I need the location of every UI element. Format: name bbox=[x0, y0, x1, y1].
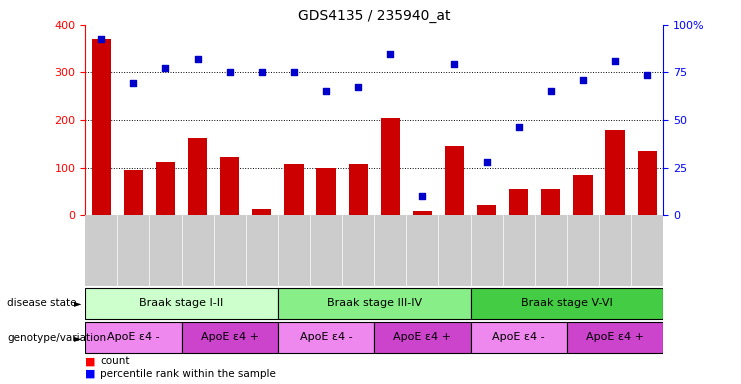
Text: percentile rank within the sample: percentile rank within the sample bbox=[100, 369, 276, 379]
Bar bbox=[150, 215, 182, 286]
Point bbox=[192, 56, 204, 62]
Bar bbox=[285, 164, 304, 215]
Text: ApoE ε4 +: ApoE ε4 + bbox=[393, 332, 451, 342]
Point bbox=[320, 88, 332, 94]
Bar bbox=[252, 209, 271, 215]
Bar bbox=[381, 118, 400, 215]
Bar bbox=[316, 167, 336, 215]
Bar bbox=[220, 157, 239, 215]
Text: ApoE ε4 +: ApoE ε4 + bbox=[201, 332, 259, 342]
Point bbox=[159, 65, 171, 71]
Bar bbox=[117, 215, 150, 286]
Bar bbox=[182, 215, 213, 286]
Point bbox=[96, 36, 107, 42]
Point bbox=[352, 84, 364, 90]
Text: Braak stage V-VI: Braak stage V-VI bbox=[521, 298, 613, 308]
Text: disease state: disease state bbox=[7, 298, 77, 308]
Bar bbox=[374, 323, 471, 353]
Bar bbox=[92, 39, 111, 215]
Point bbox=[385, 51, 396, 58]
Text: ApoE ε4 -: ApoE ε4 - bbox=[299, 332, 353, 342]
Title: GDS4135 / 235940_at: GDS4135 / 235940_at bbox=[298, 8, 451, 23]
Text: ►: ► bbox=[74, 298, 82, 308]
Bar bbox=[567, 323, 663, 353]
Bar bbox=[471, 323, 567, 353]
Bar bbox=[85, 215, 117, 286]
Text: ■: ■ bbox=[85, 369, 99, 379]
Bar bbox=[471, 215, 502, 286]
Bar bbox=[541, 189, 560, 215]
Text: ■: ■ bbox=[85, 356, 99, 366]
Bar bbox=[406, 215, 439, 286]
Bar bbox=[509, 189, 528, 215]
Point bbox=[609, 58, 621, 64]
Bar bbox=[631, 215, 663, 286]
Text: count: count bbox=[100, 356, 130, 366]
Text: ApoE ε4 -: ApoE ε4 - bbox=[107, 332, 160, 342]
Bar bbox=[439, 215, 471, 286]
Text: Braak stage III-IV: Braak stage III-IV bbox=[327, 298, 422, 308]
Text: genotype/variation: genotype/variation bbox=[7, 333, 107, 343]
Bar bbox=[348, 164, 368, 215]
Point bbox=[288, 70, 300, 76]
Bar bbox=[477, 205, 496, 215]
Text: ApoE ε4 -: ApoE ε4 - bbox=[492, 332, 545, 342]
Bar bbox=[156, 162, 175, 215]
Bar bbox=[342, 215, 374, 286]
Point bbox=[224, 70, 236, 76]
Bar bbox=[278, 288, 471, 319]
Bar bbox=[637, 151, 657, 215]
Point bbox=[416, 193, 428, 199]
Bar bbox=[278, 215, 310, 286]
Bar bbox=[182, 323, 278, 353]
Text: ApoE ε4 +: ApoE ε4 + bbox=[586, 332, 644, 342]
Bar bbox=[567, 215, 599, 286]
Bar bbox=[85, 288, 278, 319]
Point bbox=[577, 76, 589, 83]
Point bbox=[448, 61, 460, 67]
Bar bbox=[310, 215, 342, 286]
Bar bbox=[188, 138, 207, 215]
Bar bbox=[374, 215, 406, 286]
Bar bbox=[413, 211, 432, 215]
Point bbox=[545, 88, 556, 94]
Text: Braak stage I-II: Braak stage I-II bbox=[139, 298, 224, 308]
Bar bbox=[599, 215, 631, 286]
Bar bbox=[574, 175, 593, 215]
Bar bbox=[278, 323, 374, 353]
Point bbox=[481, 159, 493, 165]
Bar bbox=[605, 131, 625, 215]
Point bbox=[256, 70, 268, 76]
Bar bbox=[124, 170, 143, 215]
Bar bbox=[213, 215, 246, 286]
Bar bbox=[246, 215, 278, 286]
Point bbox=[127, 80, 139, 86]
Bar bbox=[535, 215, 567, 286]
Bar bbox=[502, 215, 535, 286]
Point bbox=[513, 124, 525, 130]
Bar bbox=[471, 288, 663, 319]
Bar bbox=[445, 146, 464, 215]
Bar bbox=[85, 323, 182, 353]
Text: ►: ► bbox=[74, 333, 82, 343]
Point bbox=[641, 72, 653, 78]
